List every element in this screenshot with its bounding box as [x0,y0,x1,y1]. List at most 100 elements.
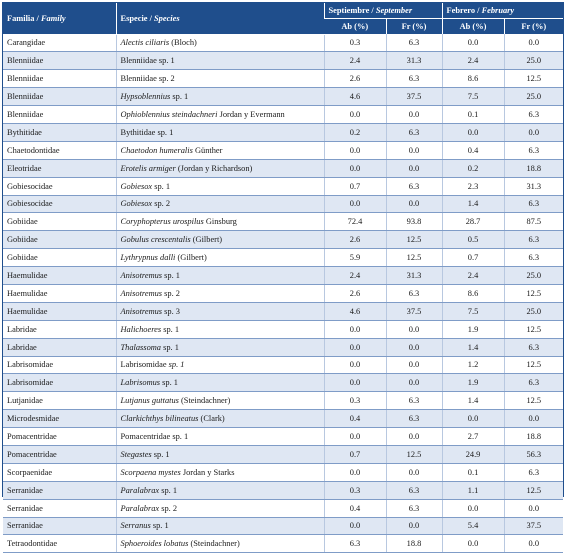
species-cell: Anisotremus sp. 3 [115,302,324,321]
sep-ab-cell: 0.0 [323,195,386,214]
species-italic: Lutjanus guttatus [120,396,179,406]
species-italic: Gobiesox [120,181,153,191]
family-cell: Gobiidae [3,230,116,250]
species-italic: Paralabrax [120,503,160,513]
feb-ab-cell: 0.0 [441,499,505,518]
sep-ab-cell: 0.0 [323,141,386,160]
table-row: Labrisomidae Labrisomidae sp. 1 0.0 0.0 1.2 1… [3,356,564,375]
sep-fr-cell: 0.0 [385,105,443,124]
family-cell: Labridae [3,320,116,339]
table-row: Haemulidae Anisotremus sp. 1 2.4 31.3 2.4 25.… [3,266,564,285]
sep-fr-cell: 0.0 [385,373,443,393]
feb-fr-cell: 6.3 [503,248,564,268]
table-row: Serranidae Paralabrax sp. 2 0.4 6.3 0.0 0.0 [3,499,564,518]
table-row: Gobiidae Gobulus crescentalis (Gilbert) 2.… [3,230,564,250]
sep-fr-cell: 6.3 [385,391,443,411]
sep-fr-cell: 12.5 [385,248,443,268]
species-cell: Coryphopterus urospilus Ginsburg [115,212,324,232]
feb-ab-cell: 0.0 [441,409,505,429]
feb-fr-cell: 6.3 [503,463,564,482]
species-authority: (Jordan y Richardson) [175,163,253,173]
species-italic: Hypsoblennius [120,92,171,102]
family-cell: Microdesmidae [3,409,116,429]
sep-ab-cell: 2.6 [323,69,386,89]
header-sep-ab: Ab (%) [324,18,386,34]
feb-ab-cell: 28.7 [441,212,505,232]
feb-ab-cell: 1.9 [441,373,505,393]
table-row: Blenniidae Blenniidae sp. 2 2.6 6.3 8.6 12.5 [3,69,564,89]
sep-ab-cell: 72.4 [323,212,386,232]
species-authority: Jordan y Starks [180,467,235,477]
family-cell: Haemulidae [3,266,116,285]
table-row: Eleotridae Erotelis armiger (Jordan y Ric… [3,159,564,178]
feb-fr-cell: 18.8 [503,159,564,178]
species-cell: Blenniidae sp. 2 [115,69,324,89]
species-authority: (Gilbert) [175,253,207,263]
family-cell: Blenniidae [3,51,116,71]
feb-ab-cell: 0.0 [441,534,505,553]
family-cell: Chaetodontidae [3,141,116,160]
sep-ab-cell: 0.0 [323,427,386,446]
species-italic: Coryphopterus urospilus [120,217,204,227]
family-cell: Haemulidae [3,284,116,303]
table-row: Labridae Halichoeres sp. 1 0.0 0.0 1.9 12.5 [3,320,564,339]
feb-ab-cell: 0.0 [441,123,505,142]
sep-ab-cell: 4.6 [323,302,386,321]
family-cell: Lutjanidae [3,391,116,411]
sep-ab-cell: 2.4 [323,51,386,71]
header-february: Febrero / February [441,3,564,19]
species-authority: Ginsburg [203,217,237,227]
table-row: Chaetodontidae Chaetodon humeralis Günthe… [3,141,564,160]
sep-fr-cell: 31.3 [385,51,443,71]
table-row: Blenniidae Hypsoblennius sp. 1 4.6 37.5 7.5 2… [3,87,564,107]
sep-fr-cell: 6.3 [385,123,443,142]
feb-ab-cell: 7.5 [441,87,505,107]
table-row: Labrisomidae Labrisomus sp. 1 0.0 0.0 1.9 6.3 [3,373,564,393]
feb-fr-cell: 12.5 [503,481,564,500]
sep-ab-cell: 0.0 [323,338,386,357]
family-cell: Labrisomidae [3,356,116,375]
species-cell: Ophioblennius steindachneri Jordan y Eve… [115,105,324,124]
sep-ab-cell: 0.0 [323,356,386,375]
sep-ab-cell: 5.9 [323,248,386,268]
sep-fr-cell: 0.0 [385,320,443,339]
feb-fr-cell: 25.0 [503,51,564,71]
table-row: Gobiesocidae Gobiesox sp. 1 0.7 6.3 2.3 31.3 [3,177,564,196]
header-family: Familia / Family [3,3,116,35]
species-italic: Anisotremus [120,271,163,281]
feb-ab-cell: 2.3 [441,177,505,196]
feb-fr-cell: 25.0 [503,87,564,107]
sep-ab-cell: 0.0 [323,105,386,124]
species-cell: Thalassoma sp. 1 [115,338,324,357]
species-italic: Halichoeres [120,324,162,334]
feb-ab-cell: 0.5 [441,230,505,250]
feb-fr-cell: 6.3 [503,338,564,357]
family-cell: Serranidae [3,481,116,500]
feb-ab-cell: 1.2 [441,356,505,375]
feb-fr-cell: 0.0 [503,123,564,142]
table-row: Bythitidae Bythitidae sp. 1 0.2 6.3 0.0 0.0 [3,123,564,142]
header-feb-fr: Fr (%) [503,18,564,34]
sep-fr-cell: 0.0 [385,338,443,357]
feb-fr-cell: 37.5 [503,517,564,536]
species-authority: sp. 1 [161,342,179,352]
family-cell: Gobiesocidae [3,177,116,196]
sep-ab-cell: 0.0 [323,463,386,482]
feb-ab-cell: 2.4 [441,51,505,71]
species-italic: Alectis ciliaris [120,38,170,48]
family-cell: Labridae [3,338,116,357]
sep-fr-cell: 6.3 [385,177,443,196]
species-authority: sp. 2 [152,199,171,209]
feb-fr-cell: 87.5 [503,212,564,232]
species-cell: Lythrypnus dalli (Gilbert) [115,248,324,268]
table-row: Lutjanidae Lutjanus guttatus (Steindachne… [3,391,564,411]
species-italic: Serranus [120,521,151,531]
table-row: Gobiidae Lythrypnus dalli (Gilbert) 5.9 12.… [3,248,564,268]
species-cell: Paralabrax sp. 1 [115,481,324,500]
species-cell: Halichoeres sp. 1 [115,320,324,339]
family-cell: Blenniidae [3,69,116,89]
table-row: Serranidae Serranus sp. 1 0.0 0.0 5.4 37.5 [3,517,564,536]
table-row: Carangidae Alectis ciliaris (Bloch) 0.3 6.3… [3,34,564,53]
species-authority: sp. 1 [150,521,169,531]
species-authority: sp. 2 [159,503,178,513]
